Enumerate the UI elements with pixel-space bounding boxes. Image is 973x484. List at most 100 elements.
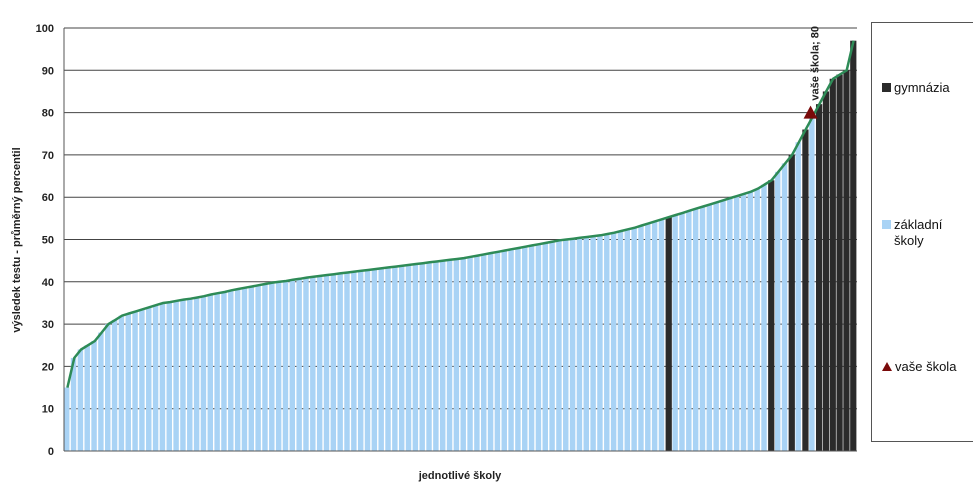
bar-zakladni-skola [105,324,111,451]
bar-zakladni-skola [398,265,405,451]
bar-gymnazium [665,217,672,451]
bar-gymnazium [843,70,850,452]
bar-zakladni-skola [795,142,801,451]
bar-zakladni-skola [474,255,480,451]
bar-zakladni-skola [323,275,330,451]
bar-zakladni-skola [364,269,371,451]
bar-zakladni-skola [91,341,97,451]
y-tick-label: 90 [42,65,54,77]
bar-zakladni-skola [351,271,357,451]
bar-zakladni-skola [132,311,138,451]
bar-zakladni-skola [754,188,760,452]
bar-zakladni-skola [419,263,425,451]
your-school-marker [803,105,818,119]
bar-zakladni-skola [556,240,562,451]
bar-gymnazium [802,129,809,451]
bar-zakladni-skola [282,280,289,451]
bar-zakladni-skola [125,313,131,451]
bar-zakladni-skola [610,232,617,451]
bar-zakladni-skola [740,193,747,451]
bar-zakladni-skola [262,283,268,451]
bar-zakladni-skola [672,214,678,451]
bar-zakladni-skola [385,267,391,451]
bar-zakladni-skola [173,300,179,451]
bar-zakladni-skola [221,291,227,451]
y-tick-label: 20 [42,361,54,373]
bar-zakladni-skola [180,299,186,451]
legend-item-gymnazia: gymnázia [882,80,973,96]
bar-zakladni-skola [624,229,631,451]
bar-zakladni-skola [392,266,398,451]
legend-swatch-vase-skola [882,362,892,371]
y-tick-label: 80 [42,108,54,120]
bar-zakladni-skola [152,305,159,451]
bar-zakladni-skola [344,272,350,451]
legend-item-vase-skola: vaše škola [882,359,973,375]
bar-zakladni-skola [412,264,419,451]
bar-zakladni-skola [234,288,241,451]
bar-zakladni-skola [159,302,166,451]
bar-gymnazium [822,91,830,451]
y-tick-label: 30 [42,319,54,331]
y-tick-label: 60 [42,192,54,204]
bar-zakladni-skola [528,245,535,451]
y-tick-label: 70 [42,150,54,162]
bar-zakladni-skola [781,163,788,452]
bar-zakladni-skola [337,273,343,451]
bar-zakladni-skola [64,387,70,451]
bar-zakladni-skola [446,259,453,451]
legend: gymnázia základní školy vaše škola [871,22,973,442]
bar-zakladni-skola [193,297,200,451]
bar-zakladni-skola [686,210,692,451]
x-axis-title: jednotlivé školy [418,470,502,482]
legend-label-zakladni-skoly: základní školy [894,217,943,248]
bar-zakladni-skola [316,275,323,451]
bar-zakladni-skola [187,298,193,451]
bar-zakladni-skola [713,202,719,451]
bar-zakladni-skola [645,223,651,451]
bar-zakladni-skola [569,238,576,451]
y-axis-title: výsledek testu - průměrný percentil [11,147,23,332]
bar-zakladni-skola [809,116,815,451]
bar-zakladni-skola [433,261,439,451]
bar-zakladni-skola [214,293,220,451]
legend-swatch-gymnazia [882,83,891,92]
bar-zakladni-skola [597,235,603,451]
bar-zakladni-skola [118,315,125,451]
bar-zakladni-skola [692,208,699,451]
bar-gymnazium [829,78,836,451]
legend-label-vase-skola: vaše škola [895,359,957,374]
bar-zakladni-skola [494,251,501,451]
bar-zakladni-skola [77,349,84,451]
legend-label-gymnazia: gymnázia [894,80,950,95]
bar-zakladni-skola [460,258,466,451]
bar-gymnazium [836,74,843,451]
bar-zakladni-skola [371,269,378,451]
bar-zakladni-skola [631,227,637,451]
y-tick-labels: 0 10 20 30 40 50 60 70 80 90 100 [36,23,54,458]
bar-zakladni-skola [733,195,740,451]
bar-zakladni-skola [501,250,507,451]
bar-zakladni-skola [98,332,104,451]
bar-gymnazium [788,154,795,451]
y-tick-label: 0 [48,446,54,458]
y-tick-label: 10 [42,404,54,416]
bar-zakladni-skola [146,307,152,451]
bar-zakladni-skola [679,212,685,451]
bar-zakladni-skola [303,277,309,451]
bar-zakladni-skola [576,237,583,451]
bar-zakladni-skola [426,262,432,451]
bar-gymnazium [768,180,775,451]
bar-zakladni-skola [522,246,528,451]
legend-item-zakladni-skoly: základní školy [882,217,973,249]
bar-zakladni-skola [535,244,542,451]
bar-zakladni-skola [583,236,589,451]
bar-zakladni-skola [378,268,384,451]
bar-zakladni-skola [487,253,494,451]
bar-zakladni-skola [207,294,213,451]
bar-zakladni-skola [658,219,665,451]
bar-zakladni-skola [563,239,569,451]
bar-zakladni-skola [166,302,172,451]
bar-zakladni-skola [549,241,555,451]
